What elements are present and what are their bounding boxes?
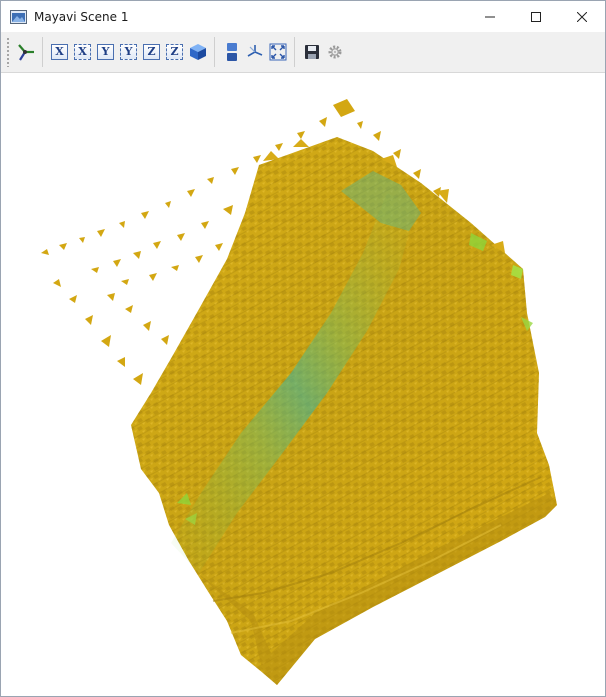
scene-settings-button[interactable] xyxy=(323,39,346,65)
window-title: Mayavi Scene 1 xyxy=(34,9,129,24)
maximize-button[interactable] xyxy=(513,1,559,32)
isosurface-volume xyxy=(131,137,557,685)
projection-icon xyxy=(226,43,237,61)
x-axis-icon: X xyxy=(51,44,68,60)
view-minus-y-button[interactable]: Y xyxy=(117,39,140,65)
sparse-particles xyxy=(41,99,441,405)
view-plus-x-button[interactable]: X xyxy=(48,39,71,65)
toolbar-separator xyxy=(42,37,43,67)
title-bar[interactable]: Mayavi Scene 1 xyxy=(1,1,605,32)
y-axis-icon: Y xyxy=(120,44,137,60)
toolbar-separator xyxy=(294,37,295,67)
minimize-icon xyxy=(485,16,495,17)
axes-indicator-icon xyxy=(247,45,262,57)
toolbar-grip[interactable] xyxy=(6,37,10,67)
view-plus-y-button[interactable]: Y xyxy=(94,39,117,65)
cube-icon xyxy=(189,44,206,60)
isometric-cube-button[interactable] xyxy=(186,39,209,65)
y-axis-icon: Y xyxy=(97,44,114,60)
x-axis-icon: X xyxy=(74,44,91,60)
parallel-projection-button[interactable] xyxy=(220,39,243,65)
close-icon xyxy=(577,11,587,22)
isometric-axes-icon xyxy=(17,44,34,61)
axes-indicator-button[interactable] xyxy=(243,39,266,65)
z-axis-icon: Z xyxy=(143,44,160,60)
3d-render-viewport[interactable] xyxy=(1,73,605,696)
view-plus-z-button[interactable]: Z xyxy=(140,39,163,65)
isometric-view-button[interactable] xyxy=(14,39,37,65)
close-button[interactable] xyxy=(559,1,605,32)
scene-window-icon xyxy=(10,8,28,26)
view-minus-z-button[interactable]: Z xyxy=(163,39,186,65)
gear-icon xyxy=(328,45,341,59)
maximize-icon xyxy=(531,11,541,22)
view-minus-x-button[interactable]: X xyxy=(71,39,94,65)
scene-toolbar: X X Y Y Z Z xyxy=(1,32,605,73)
z-axis-icon: Z xyxy=(166,44,183,60)
full-screen-button[interactable] xyxy=(266,39,289,65)
fullscreen-icon xyxy=(269,43,286,61)
floppy-disk-icon xyxy=(304,45,319,59)
minimize-button[interactable] xyxy=(467,1,513,32)
toolbar-separator xyxy=(214,37,215,67)
save-scene-button[interactable] xyxy=(300,39,323,65)
